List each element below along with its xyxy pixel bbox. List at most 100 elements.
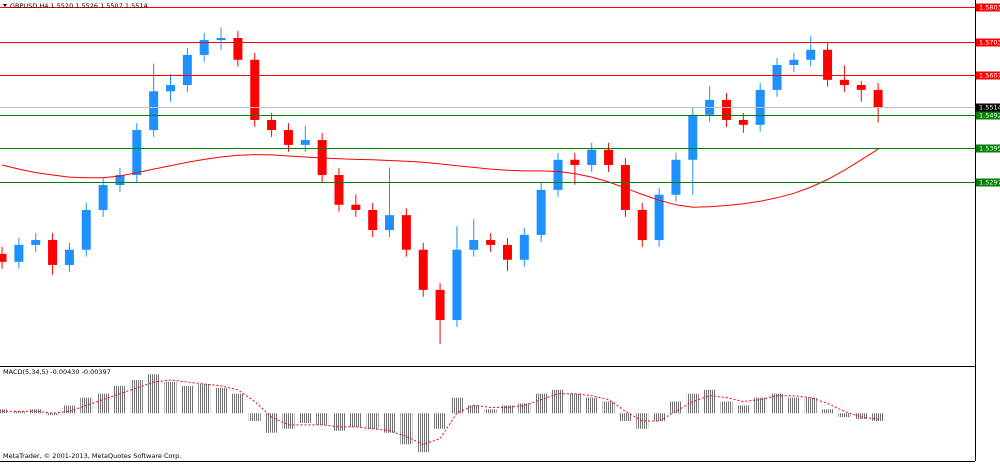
histogram-bar [619,413,632,422]
histogram-bar [754,397,767,414]
copyright: MetaTrader, © 2001-2013, MetaQuotes Soft… [3,452,181,460]
histogram-bar [467,405,480,414]
level-label: 1.5395 [979,145,1000,153]
candle-body [267,119,277,131]
histogram-bar [737,405,750,414]
candle-body [519,234,529,260]
histogram-bar [568,393,581,414]
histogram-bar [417,413,430,453]
histogram-bar [703,389,716,414]
candle-body [14,244,24,262]
candle-body [233,37,243,60]
candle-body [688,114,698,160]
chart-title: GBPUSD,H4 1.5520 1.5526 1.5507 1.5514 [10,2,148,10]
histogram-bar [12,411,25,414]
histogram-bar [366,413,379,429]
histogram-bar [164,382,177,414]
candle-body [435,289,445,320]
level-label: 1.5514 [979,104,1000,112]
histogram-bar [46,413,59,416]
histogram-bar [552,389,565,414]
candle-body [570,159,580,165]
histogram-bar [535,393,548,414]
level-label-box [976,178,1000,187]
histogram-bar [198,383,211,414]
candle-body [81,209,91,250]
candle-body [300,140,310,145]
candle-body [536,189,546,235]
candle-body [486,240,496,245]
level-label: 1.5492 [979,112,1000,120]
candle-body [604,149,614,165]
histogram-bar [501,405,514,414]
indicator-title: MACD(5,34,5) -0.00430 -0.00397 [3,368,111,376]
candle-body [48,240,58,265]
histogram-bar [602,401,615,414]
candle-body [216,37,226,41]
histogram-bar [282,413,295,429]
candle-body [98,185,108,210]
candle-body [502,244,512,260]
level-label: 1.5803 [979,4,1000,12]
marks-layer [0,7,975,453]
histogram-bar [383,413,396,433]
candle-body [637,209,647,241]
candle-body [721,99,731,120]
candle-body [469,240,479,250]
histogram-bar [636,413,649,429]
candle-body [654,194,664,241]
title-icon [3,4,7,7]
candle-body [182,54,192,86]
histogram-bar [855,413,868,420]
histogram-bar [804,397,817,414]
histogram-bar [332,413,345,431]
candle-body [553,159,563,190]
histogram-bar [215,387,228,414]
histogram-bar [518,403,531,414]
candle-body [587,149,597,165]
candle-body [418,249,428,290]
histogram-bar [653,413,666,422]
candle-body [738,119,748,125]
candle-body [115,175,125,186]
histogram-bar [316,413,329,425]
level-label: 1.5703 [979,39,1000,47]
candle-body [250,59,260,120]
histogram-bar [248,413,261,422]
histogram-bar [450,397,463,414]
candle-body [0,253,7,262]
histogram-bar [130,380,143,414]
candle-body [839,79,849,86]
histogram-bar [231,393,244,414]
histogram-bar [97,393,110,414]
candle-body [873,89,883,108]
histogram-bar [787,397,800,414]
histogram-bar [400,413,413,445]
histogram-bar [720,401,733,414]
level-label-box [976,103,1000,112]
level-label-box [976,38,1000,47]
histogram-bar [771,393,784,414]
level-label-box [976,3,1000,12]
candle-body [789,59,799,65]
histogram-bar [181,385,194,414]
candle-body [671,159,681,195]
histogram-bar [838,413,851,418]
histogram-bar [669,401,682,414]
histogram-bar [265,413,278,433]
candle-body [401,215,411,250]
histogram-bar [434,413,447,429]
level-label: 1.5607 [979,72,1000,80]
candle-body [149,91,159,131]
candle-body [283,130,293,145]
histogram-bar [821,409,834,414]
moving-average [1,148,879,208]
candle-body [132,130,142,176]
candle-body [351,204,361,210]
histogram-bar [63,405,76,414]
histogram-bar [147,374,160,414]
candle-body [856,85,866,90]
histogram-bar [484,409,497,414]
candle-body [452,249,462,320]
candle-body [368,209,378,231]
